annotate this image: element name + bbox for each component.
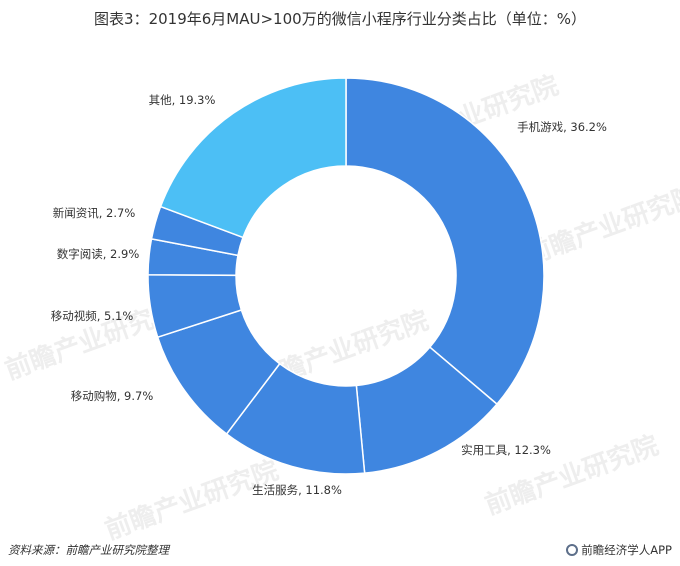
slice-label-0: 手机游戏, 36.2% — [517, 120, 607, 134]
brand-name: 前瞻经济学人APP — [581, 543, 672, 557]
slice-label-5: 数字阅读, 2.9% — [57, 247, 140, 261]
donut-slices — [147, 77, 545, 475]
slice-label-7: 其他, 19.3% — [149, 93, 216, 107]
brand-logo-icon — [566, 544, 579, 556]
brand-footer: 前瞻经济学人APP — [566, 542, 672, 558]
slice-label-1: 实用工具, 12.3% — [461, 443, 551, 457]
slice-label-3: 移动购物, 9.7% — [71, 389, 154, 403]
slice-7 — [159, 77, 347, 239]
slice-label-4: 移动视频, 5.1% — [51, 309, 134, 323]
slice-0 — [345, 77, 545, 406]
slice-label-6: 新闻资讯, 2.7% — [53, 206, 136, 220]
slice-labels: 手机游戏, 36.2% 实用工具, 12.3% 生活服务, 11.8% 移动购物, 9… — [51, 93, 607, 497]
slice-label-2: 生活服务, 11.8% — [252, 483, 342, 497]
chart-title: 图表3：2019年6月MAU>100万的微信小程序行业分类占比（单位：%） — [94, 10, 586, 28]
source-note: 资料来源：前瞻产业研究院整理 — [8, 543, 169, 557]
